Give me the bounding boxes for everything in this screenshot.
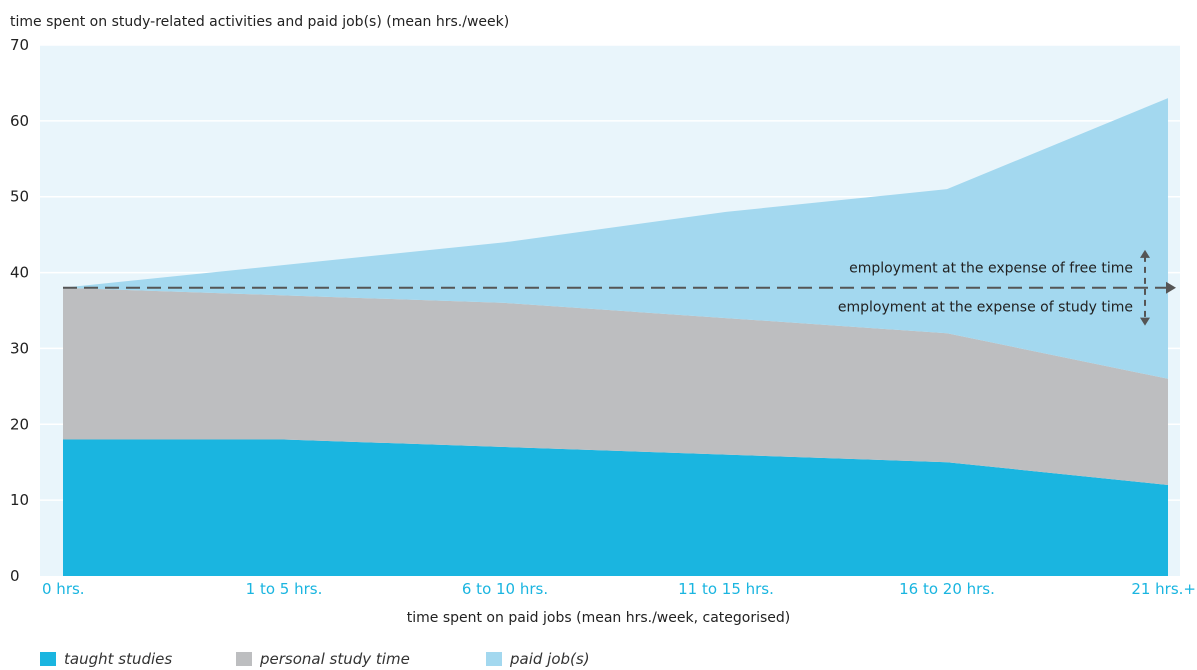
annotation-study-time: employment at the expense of study time [838,300,1133,316]
arrow-up-icon [1140,249,1150,258]
y-tick-label: 60 [10,112,29,130]
legend-swatch [236,652,252,666]
legend-label: paid job(s) [510,650,590,668]
y-tick-label: 50 [10,188,29,206]
x-tick-label: 1 to 5 hrs. [246,580,323,598]
x-tick-label: 11 to 15 hrs. [678,580,774,598]
area-personal-study-time [63,287,1168,485]
x-tick-label: 16 to 20 hrs. [899,580,995,598]
legend-label: personal study time [260,650,410,668]
legend: taught studies personal study time paid … [40,650,590,668]
areas [63,98,1168,576]
area-paid-job-s [63,98,1168,379]
legend-item-personal-study-time: personal study time [236,650,486,668]
arrow-down-icon [1140,317,1150,326]
annotation-free-time: employment at the expense of free time [849,261,1133,277]
x-tick-label: 21 hrs.+ [1131,580,1196,598]
y-axis: 0 10 20 30 40 50 60 70 [10,36,29,585]
x-tick-label: 0 hrs. [42,580,85,598]
y-tick-label: 40 [10,264,29,282]
x-axis: 0 hrs. 1 to 5 hrs. 6 to 10 hrs. 11 to 15 hr… [42,580,1196,598]
y-tick-label: 20 [10,415,29,433]
legend-item-taught-studies: taught studies [40,650,236,668]
legend-label: taught studies [64,650,173,668]
legend-swatch [486,652,502,666]
reference-annotation: employment at the expense of free time em… [63,249,1176,326]
reference-arrowhead-icon [1166,281,1176,294]
y-tick-label: 0 [10,567,20,585]
y-tick-label: 70 [10,36,29,54]
y-tick-label: 30 [10,339,29,357]
y-tick-label: 10 [10,491,29,509]
legend-item-paid-jobs: paid job(s) [486,650,590,668]
x-axis-label: time spent on paid jobs (mean hrs./week,… [406,610,791,626]
x-tick-label: 6 to 10 hrs. [462,580,548,598]
legend-swatch [40,652,56,666]
chart-title: time spent on study-related activities a… [10,14,510,30]
area-taught-studies [63,439,1168,576]
